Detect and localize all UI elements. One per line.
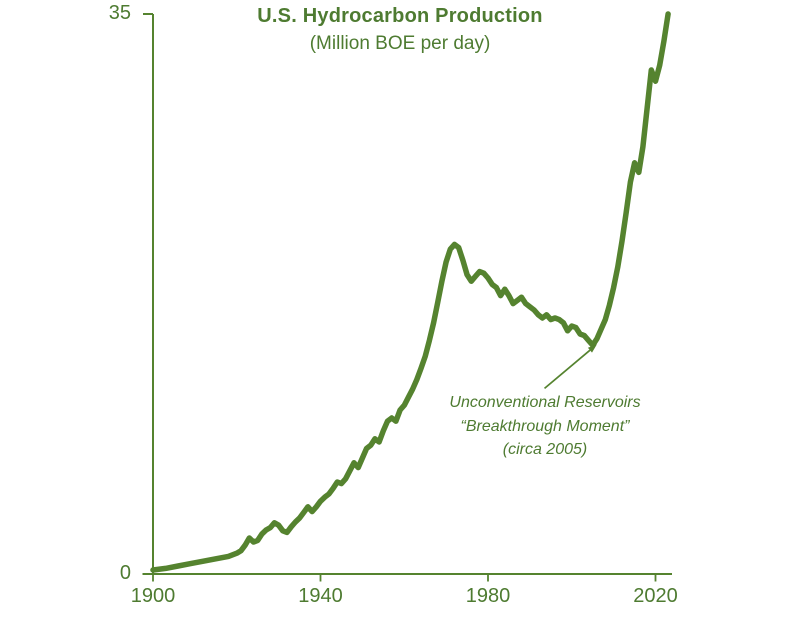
y-tick-label-35: 35 xyxy=(108,2,131,24)
x-tick-label-2020: 2020 xyxy=(633,585,678,607)
chart-title: U.S. Hydrocarbon Production xyxy=(257,5,543,27)
production-line xyxy=(150,11,671,573)
annotation-line-3: (circa 2005) xyxy=(502,441,588,458)
x-tick-label-1980: 1980 xyxy=(465,585,511,607)
annotation-line-2: “Breakthrough Moment” xyxy=(460,417,630,435)
annotation-line-1: Unconventional Reservoirs xyxy=(449,394,641,411)
y-tick-label-0: 0 xyxy=(119,562,131,584)
x-tick-label-1900: 1900 xyxy=(130,585,176,607)
chart-subtitle: (Million BOE per day) xyxy=(309,33,491,54)
annotation-unconventional-reservoirs: Unconventional Reservoirs “Breakthrough … xyxy=(413,391,677,462)
annotation-arrow-head xyxy=(587,344,597,353)
x-tick-label-1940: 1940 xyxy=(298,585,343,607)
annotation-arrow-line xyxy=(543,349,591,390)
